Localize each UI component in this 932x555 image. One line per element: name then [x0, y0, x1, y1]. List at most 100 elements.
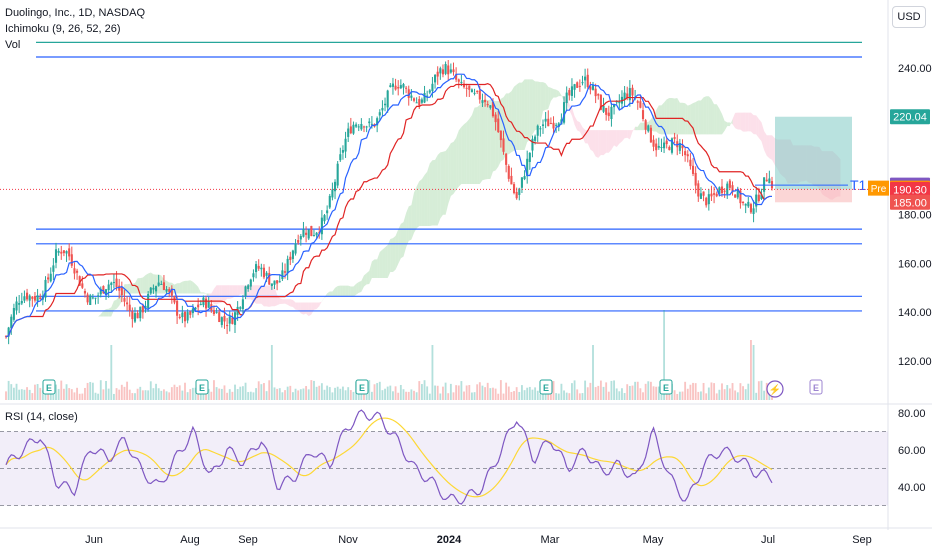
candle-body — [83, 291, 87, 294]
candle-body — [268, 273, 271, 285]
volume-bar — [226, 392, 229, 400]
volume-bar — [655, 386, 658, 400]
volume-bar — [657, 386, 660, 400]
volume-bar — [626, 384, 629, 400]
candle-body — [731, 185, 734, 193]
volume-bar — [505, 382, 508, 400]
candle-body — [189, 311, 192, 315]
kumo-cloud-segment — [469, 115, 472, 185]
candle-body — [647, 125, 650, 132]
volume-bar — [465, 385, 468, 400]
candle-body — [139, 306, 142, 319]
volume-bar — [20, 389, 23, 400]
ichimoku-legend[interactable]: Ichimoku (9, 26, 52, 26) — [5, 23, 121, 35]
candle-body — [47, 277, 50, 280]
earnings-marker: E — [659, 379, 673, 395]
volume-bar — [734, 390, 737, 400]
candle-body — [512, 184, 516, 194]
kumo-cloud-segment — [685, 103, 688, 135]
volume-bar — [255, 388, 257, 400]
candle-body — [665, 140, 668, 145]
kumo-cloud-segment — [548, 86, 551, 109]
candle-body — [133, 313, 137, 322]
candle-body — [520, 177, 523, 188]
volume-bar — [36, 384, 39, 400]
candle-body — [526, 158, 529, 177]
kumo-cloud-segment — [587, 130, 591, 150]
time-tick-label: May — [643, 534, 664, 546]
volume-bar — [621, 388, 623, 400]
candle-body — [241, 299, 244, 309]
candle-body — [10, 316, 13, 329]
kumo-cloud-segment — [487, 99, 491, 179]
volume-legend[interactable]: Vol — [5, 39, 21, 51]
kumo-cloud-segment — [450, 141, 454, 197]
candle-body — [699, 193, 702, 199]
candle-body — [528, 152, 531, 162]
symbol-legend[interactable]: Duolingo, Inc., 1D, NASDAQ — [5, 7, 146, 19]
volume-bar — [423, 380, 426, 400]
candle-body — [462, 83, 466, 88]
candle-body — [705, 197, 708, 206]
volume-bar — [284, 390, 286, 400]
volume-bar — [763, 390, 766, 400]
kumo-cloud-segment — [292, 299, 296, 310]
volume-bar — [515, 387, 518, 400]
candle-body — [262, 267, 266, 278]
volume-bar — [576, 389, 579, 400]
candle-body — [394, 85, 397, 90]
kumo-cloud-segment — [353, 283, 357, 297]
volume-bar — [81, 393, 84, 400]
volume-bar — [457, 385, 460, 400]
volume-bar — [260, 384, 263, 400]
candle-body — [555, 124, 558, 126]
candle-body — [499, 130, 502, 141]
price-label-box — [890, 109, 930, 125]
candle-body — [110, 282, 113, 286]
kumo-cloud-segment — [529, 79, 533, 140]
candle-body — [763, 177, 766, 192]
volume-bar — [560, 383, 563, 400]
candle-body — [744, 203, 747, 206]
candle-body — [305, 232, 308, 235]
candle-body — [613, 104, 616, 108]
price-label-text: 185.00 — [893, 197, 927, 209]
volume-bar — [628, 385, 631, 400]
volume-bar — [636, 381, 639, 400]
volume-bar — [468, 385, 471, 400]
kumo-cloud-segment — [277, 294, 280, 306]
candle-body — [276, 280, 279, 284]
kumo-cloud-segment — [758, 119, 762, 142]
kumo-cloud-segment — [729, 119, 733, 127]
volume-bar — [97, 393, 100, 400]
candle-body — [312, 235, 316, 237]
candle-body — [73, 268, 76, 274]
kumo-cloud-segment — [574, 116, 578, 131]
volume-bar — [244, 382, 247, 400]
volume-bar — [289, 385, 292, 400]
rsi-legend[interactable]: RSI (14, close) — [5, 411, 78, 423]
kumo-cloud-segment — [524, 79, 528, 150]
candle-body — [536, 125, 539, 136]
volume-bar — [757, 381, 760, 400]
volume-bar — [326, 385, 329, 400]
kumo-cloud-segment — [535, 81, 538, 131]
volume-bar — [534, 387, 537, 400]
price-tick-label: 180.00 — [898, 210, 932, 222]
kumo-cloud-segment — [603, 130, 607, 156]
kumo-cloud-segment — [432, 159, 436, 226]
kumo-cloud-segment — [716, 104, 720, 135]
volume-bar — [602, 386, 605, 400]
kumo-cloud-segment — [216, 285, 220, 305]
kumo-cloud-segment — [356, 281, 359, 295]
candle-body — [70, 254, 73, 266]
kumo-cloud-segment — [435, 155, 438, 226]
candle-body — [176, 300, 179, 316]
candle-body — [7, 327, 10, 337]
volume-bar — [544, 390, 547, 400]
currency-button[interactable]: USD — [892, 6, 926, 28]
candle-body — [215, 312, 218, 314]
candle-body — [357, 126, 360, 128]
